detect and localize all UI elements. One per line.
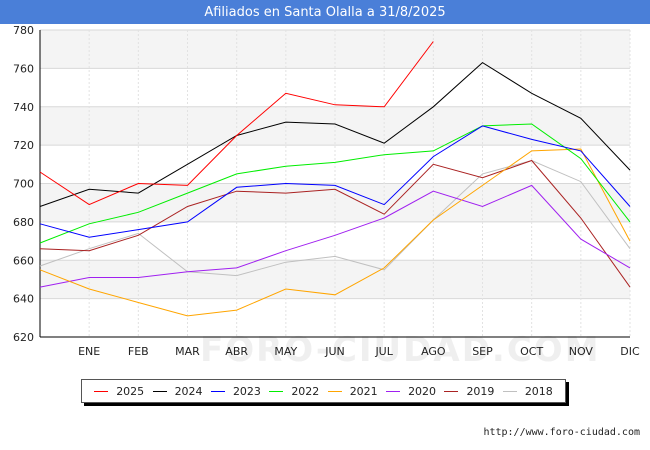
legend-item-2021: 2021 <box>327 384 378 398</box>
series-line-2023 <box>39 125 631 238</box>
y-tick-label: 700 <box>13 178 34 191</box>
legend-swatch <box>386 390 401 392</box>
chart-title: Afiliados en Santa Olalla a 31/8/2025 <box>204 4 446 20</box>
legend-label: 2024 <box>174 384 203 398</box>
chart-legend: 2025 2024 2023 2022 2021 2020 2019 2018 <box>81 379 566 403</box>
legend-item-2024: 2024 <box>152 384 203 398</box>
legend-label: 2018 <box>524 384 553 398</box>
legend-label: 2021 <box>349 384 378 398</box>
y-tick-label: 640 <box>13 293 34 306</box>
x-tick-label: SEP <box>472 345 493 358</box>
series-line-2022 <box>39 123 631 244</box>
legend-item-2018: 2018 <box>502 384 553 398</box>
legend-item-2019: 2019 <box>444 385 494 398</box>
x-tick-label: ABR <box>225 345 248 358</box>
y-tick-label: 720 <box>13 139 34 152</box>
x-tick-label: JUN <box>324 345 345 358</box>
footer-url: http://www.foro-ciudad.com <box>483 427 640 438</box>
x-tick-label: JUL <box>374 345 393 358</box>
legend-label: 2019 <box>466 384 495 398</box>
legend-swatch <box>269 390 284 392</box>
x-tick-label: NOV <box>569 345 594 358</box>
series-line-2024 <box>39 61 631 207</box>
legend-swatch <box>210 390 225 392</box>
chart-title-bar: Afiliados en Santa Olalla a 31/8/2025 <box>0 0 650 24</box>
legend-swatch <box>327 390 342 392</box>
legend-label: 2025 <box>116 384 145 398</box>
x-tick-label: MAR <box>175 345 200 358</box>
x-tick-label: MAY <box>274 345 297 358</box>
x-tick-label: AGO <box>421 345 446 358</box>
legend-label: 2023 <box>232 384 261 398</box>
y-tick-label: 760 <box>13 62 34 75</box>
grid-band <box>40 30 630 69</box>
legend-item-2020: 2020 <box>386 385 436 398</box>
series-line-2020 <box>39 184 631 288</box>
series-line-2021 <box>39 148 631 317</box>
legend-label: 2022 <box>291 384 320 398</box>
y-tick-label: 740 <box>13 101 34 114</box>
legend-swatch <box>94 390 109 392</box>
legend-item-2025: 2025 <box>94 385 144 398</box>
legend-swatch <box>502 390 517 392</box>
legend-swatch <box>444 390 459 392</box>
legend-item-2023: 2023 <box>210 384 261 398</box>
x-tick-label: FEB <box>128 345 149 358</box>
x-tick-label: OCT <box>520 345 543 358</box>
legend-item-2022: 2022 <box>269 385 319 398</box>
x-tick-label: ENE <box>78 345 100 358</box>
legend-label: 2020 <box>408 384 437 398</box>
y-tick-label: 660 <box>13 254 34 267</box>
x-tick-label: DIC <box>620 345 640 358</box>
series-line-2019 <box>39 159 631 288</box>
y-tick-label: 780 <box>13 24 34 37</box>
legend-swatch <box>152 390 167 392</box>
y-tick-label: 680 <box>13 216 34 229</box>
series-line-2025 <box>39 41 434 206</box>
y-tick-label: 620 <box>13 331 34 344</box>
